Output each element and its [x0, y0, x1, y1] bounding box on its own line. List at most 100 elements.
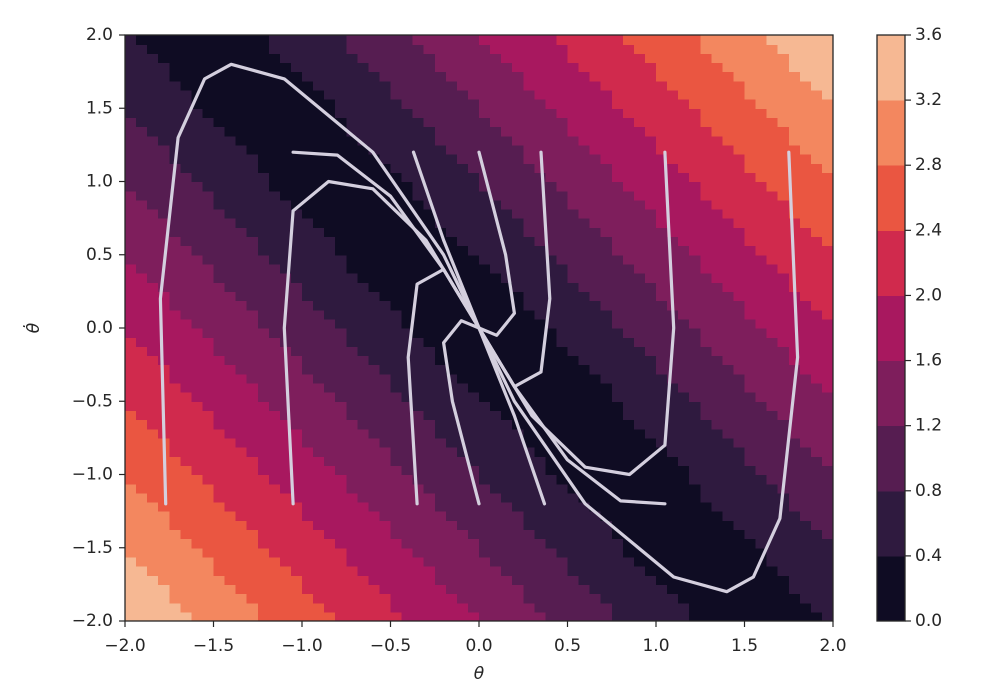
contour-cell	[578, 144, 591, 155]
contour-cell	[202, 593, 215, 604]
contour-cell	[611, 419, 624, 430]
contour-cell	[821, 410, 834, 421]
contour-cell	[667, 593, 679, 604]
contour-cell	[799, 236, 812, 247]
contour-cell	[136, 99, 148, 109]
contour-cell	[611, 126, 624, 137]
contour-cell	[335, 355, 347, 366]
contour-cell	[700, 593, 712, 604]
contour-cell	[644, 181, 657, 192]
contour-cell	[346, 126, 358, 137]
contour-cell	[766, 593, 779, 604]
contour-cell	[689, 556, 701, 567]
contour-cell	[390, 437, 403, 448]
contour-cell	[523, 364, 535, 375]
contour-cell	[213, 382, 226, 393]
contour-cell	[788, 520, 801, 531]
contour-cell	[368, 89, 381, 100]
contour-cell	[434, 602, 447, 613]
contour-cell	[390, 483, 403, 494]
contour-cell	[357, 419, 369, 430]
contour-cell	[490, 410, 502, 421]
contour-cell	[777, 89, 790, 100]
contour-cell	[324, 163, 336, 173]
contour-cell	[501, 428, 513, 439]
contour-cell	[313, 538, 325, 549]
contour-cell	[125, 99, 137, 109]
contour-cell	[578, 456, 591, 466]
contour-cell	[224, 62, 237, 73]
contour-cell	[799, 291, 812, 302]
contour-cell	[445, 318, 458, 329]
contour-cell	[578, 483, 591, 494]
contour-cell	[556, 483, 569, 494]
contour-cell	[744, 318, 757, 329]
contour-cell	[257, 245, 270, 256]
contour-cell	[490, 163, 502, 173]
contour-cell	[700, 364, 712, 375]
contour-cell	[456, 89, 469, 100]
contour-cell	[467, 62, 480, 73]
contour-cell	[235, 208, 248, 219]
contour-cell	[622, 474, 635, 485]
contour-cell	[589, 245, 602, 256]
contour-cell	[401, 263, 414, 274]
contour-cell	[611, 373, 624, 384]
contour-cell	[733, 190, 746, 201]
contour-cell	[523, 529, 535, 540]
contour-cell	[147, 35, 159, 45]
contour-cell	[633, 135, 646, 146]
contour-cell	[434, 419, 447, 430]
contour-cell	[799, 273, 812, 283]
contour-cell	[445, 35, 458, 45]
contour-cell	[279, 611, 292, 622]
contour-cell	[368, 291, 381, 302]
contour-cell	[667, 419, 679, 430]
contour-cell	[158, 547, 170, 558]
contour-cell	[678, 154, 690, 164]
contour-cell	[766, 447, 779, 457]
contour-cell	[180, 309, 192, 320]
contour-cell	[335, 593, 347, 604]
contour-cell	[302, 520, 314, 531]
contour-cell	[125, 529, 137, 540]
contour-cell	[412, 318, 425, 329]
contour-cell	[423, 492, 436, 503]
contour-cell	[633, 71, 646, 82]
contour-cell	[390, 144, 403, 155]
contour-cell	[589, 309, 602, 320]
contour-cell	[656, 483, 668, 494]
contour-cell	[644, 99, 657, 109]
contour-cell	[755, 318, 768, 329]
contour-cell	[777, 556, 790, 567]
contour-cell	[191, 291, 204, 302]
contour-cell	[158, 291, 170, 302]
contour-cell	[412, 611, 425, 622]
contour-cell	[423, 337, 436, 347]
contour-cell	[744, 236, 757, 247]
contour-cell	[313, 611, 325, 622]
contour-cell	[313, 428, 325, 439]
contour-cell	[689, 172, 701, 183]
contour-cell	[600, 529, 613, 540]
contour-cell	[467, 117, 480, 128]
contour-cell	[656, 135, 668, 146]
contour-cell	[158, 584, 170, 595]
contour-cell	[755, 611, 768, 622]
contour-cell	[678, 584, 690, 595]
contour-cell	[711, 529, 723, 540]
contour-cell	[445, 529, 458, 540]
contour-cell	[180, 190, 192, 201]
contour-cell	[678, 373, 690, 384]
contour-cell	[180, 419, 192, 430]
contour-cell	[279, 236, 292, 247]
contour-cell	[600, 126, 613, 137]
contour-cell	[600, 108, 613, 119]
contour-cell	[512, 126, 524, 137]
contour-cell	[700, 291, 712, 302]
contour-cell	[611, 501, 624, 512]
contour-cell	[656, 227, 668, 238]
contour-cell	[556, 154, 569, 164]
contour-cell	[644, 611, 657, 622]
contour-cell	[567, 401, 580, 412]
